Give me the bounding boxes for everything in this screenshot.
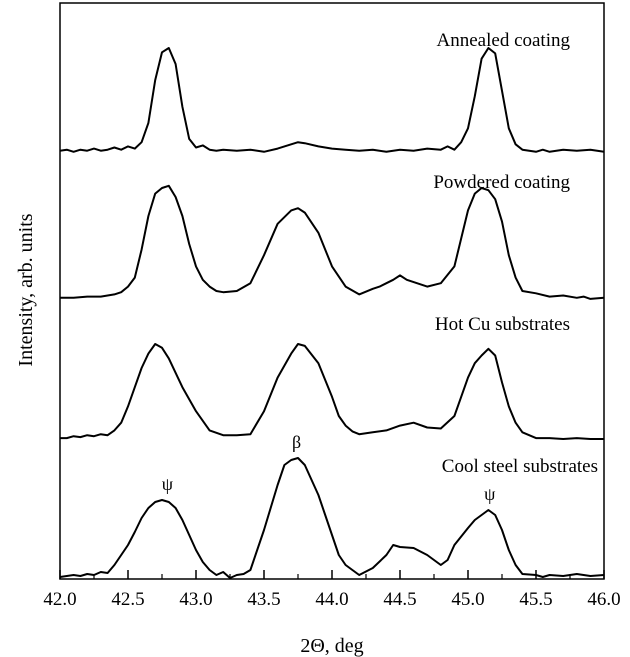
peak-labels: ψ β ψ [162, 432, 496, 504]
y-axis-title: Intensity, arb. units [15, 213, 37, 366]
x-tick-label-4: 44.0 [315, 589, 348, 610]
x-ticks: 42.0 42.5 43.0 43.5 44.0 44.5 45.0 45.5 46.0 [43, 570, 621, 610]
series-label-powdered-coating: Powdered coating [433, 172, 570, 193]
peak-label-0: ψ [162, 474, 174, 494]
peak-label-1: β [292, 432, 301, 452]
x-tick-label-7: 45.5 [519, 589, 552, 610]
series-label-annealed-coating: Annealed coating [437, 30, 571, 51]
peak-label-2: ψ [484, 484, 496, 504]
series-label-hot-cu-substrates: Hot Cu substrates [435, 314, 570, 335]
x-tick-label-0: 42.0 [43, 589, 76, 610]
trace-hot-cu-substrates [60, 343, 604, 440]
traces [59, 47, 605, 579]
trace-cool-steel-substrates [59, 457, 605, 579]
series-labels: Annealed coating Powdered coating Hot Cu s… [433, 30, 598, 477]
x-tick-label-5: 44.5 [383, 589, 416, 610]
x-tick-label-3: 43.5 [247, 589, 280, 610]
x-tick-label-8: 46.0 [587, 589, 620, 610]
trace-powdered-coating [60, 184, 605, 300]
x-tick-label-6: 45.0 [451, 589, 484, 610]
x-axis-title: 2Θ, deg [300, 635, 363, 657]
x-tick-label-1: 42.5 [111, 589, 144, 610]
series-label-cool-steel-substrates: Cool steel substrates [442, 456, 598, 477]
x-tick-label-2: 43.0 [179, 589, 212, 610]
trace-annealed-coating [59, 47, 605, 153]
